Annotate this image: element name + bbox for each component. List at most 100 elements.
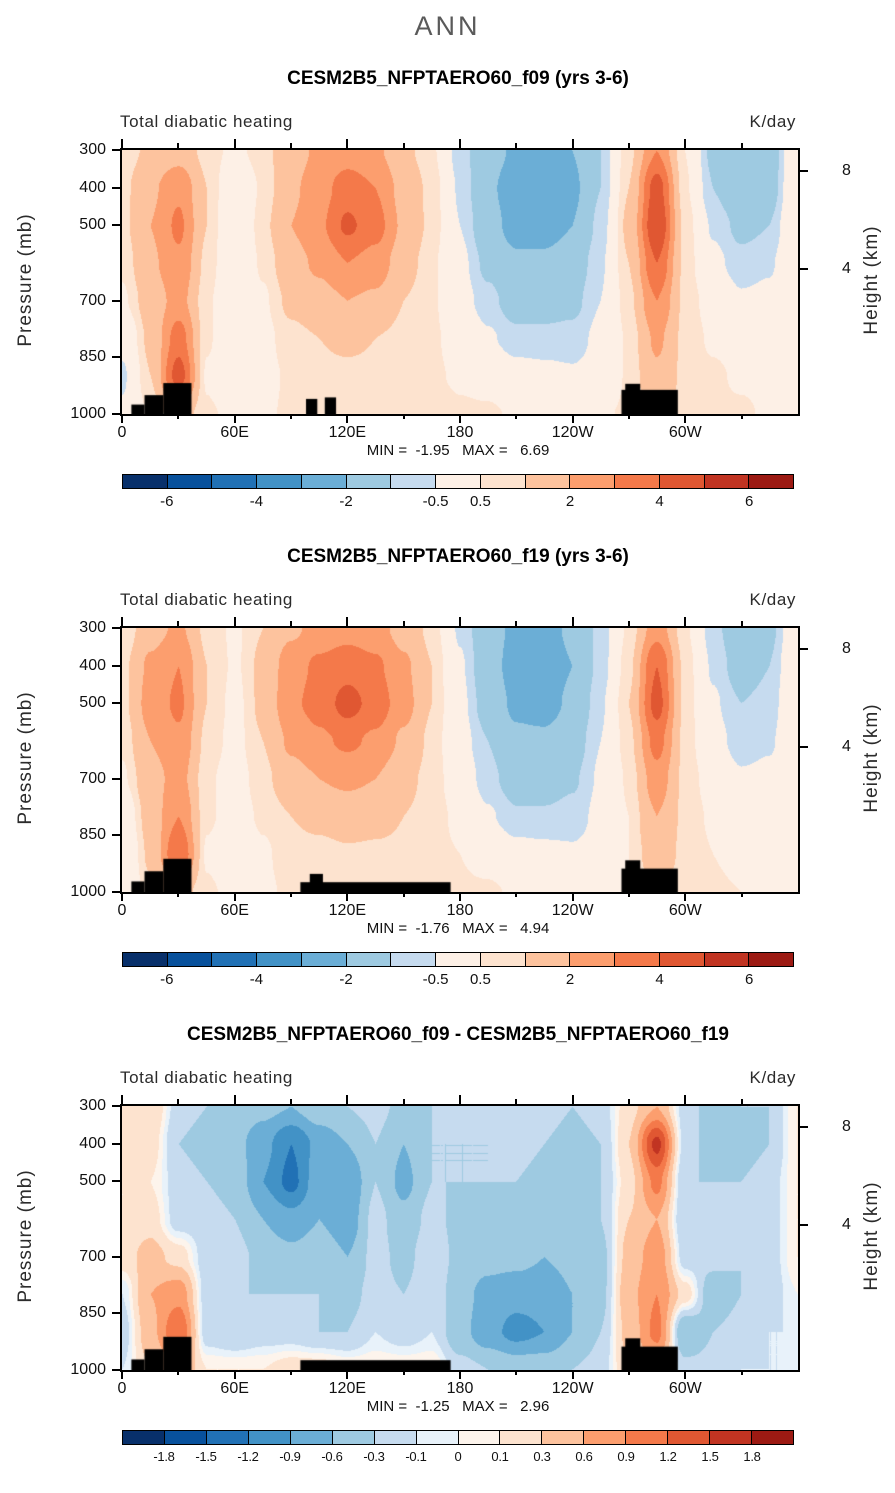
colorbar-tick-label: -1.2 xyxy=(237,1449,259,1464)
x-major-tick xyxy=(684,414,687,423)
colorbar-box xyxy=(583,1430,627,1445)
pressure-tick xyxy=(112,1105,120,1107)
colorbar-box xyxy=(390,474,437,489)
colorbar-tick-label: 1.5 xyxy=(701,1449,719,1464)
units-label: K/day xyxy=(749,112,796,131)
subtitle-row: Total diabatic heating K/day xyxy=(120,590,796,610)
height-axis-title: Height (km) xyxy=(861,225,882,335)
x-minor-tick xyxy=(290,1370,292,1375)
colorbar-box xyxy=(499,1430,543,1445)
colorbar-tick-label: -0.5 xyxy=(422,493,449,510)
pressure-tick xyxy=(112,1369,120,1371)
pressure-tick-label: 500 xyxy=(79,216,106,234)
field-name-label: Total diabatic heating xyxy=(120,590,293,609)
pressure-tick-label: 1000 xyxy=(70,883,106,900)
pressure-tick xyxy=(112,149,120,151)
x-major-tick xyxy=(459,1370,461,1379)
x-major-tick-top xyxy=(459,139,461,148)
height-tick xyxy=(800,1224,808,1227)
pressure-tick-label: 400 xyxy=(79,1134,106,1152)
x-major-tick-top xyxy=(346,1095,349,1104)
colorbar-tick-label: 0.9 xyxy=(617,1449,635,1464)
colorbar-labels: -6 -4 -2 -0.5 0.5 2 4 6 xyxy=(122,489,794,510)
x-major-tick xyxy=(233,892,236,901)
x-minor-tick xyxy=(628,414,630,419)
panel-f19: CESM2B5_NFPTAERO60_f19 (yrs 3-6) Total d… xyxy=(0,538,895,1016)
x-tick-label: 180 xyxy=(446,1380,474,1397)
colorbar-tick-label: 0 xyxy=(454,1449,462,1464)
x-minor-tick xyxy=(628,892,630,897)
x-major-tick xyxy=(459,414,461,423)
x-major-tick xyxy=(571,1370,574,1379)
pressure-tick xyxy=(112,1312,120,1315)
colorbar-box xyxy=(211,952,258,967)
colorbar-box xyxy=(247,1430,291,1445)
panel-difference: CESM2B5_NFPTAERO60_f09 - CESM2B5_NFPTAER… xyxy=(0,1016,895,1493)
height-tick xyxy=(800,268,808,271)
contour-plot: 0 60E 120E 180 120W 60W 300 400 500 700 850 1000 8 4 xyxy=(70,1095,851,1397)
colorbar-tick-label: -0.5 xyxy=(422,971,449,988)
x-major-tick-top xyxy=(459,617,461,626)
colorbar-box xyxy=(166,474,213,489)
colorbar-tick-label: 4 xyxy=(655,493,664,510)
x-tick-label: 60E xyxy=(220,1380,249,1397)
height-axis-title: Height (km) xyxy=(861,1181,882,1291)
pressure-tick-label: 850 xyxy=(79,826,106,844)
x-major-tick xyxy=(233,414,236,423)
colorbar: -6 -4 -2 -0.5 0.5 2 4 6 xyxy=(122,474,795,510)
x-major-tick xyxy=(346,892,349,901)
colorbar-box xyxy=(541,1430,585,1445)
panel-title: CESM2B5_NFPTAERO60_f19 (yrs 3-6) xyxy=(287,546,629,567)
height-tick xyxy=(800,746,808,749)
colorbar-box xyxy=(122,1430,165,1445)
x-minor-tick xyxy=(290,414,292,419)
pressure-tick-label: 700 xyxy=(79,291,106,309)
x-major-tick-top xyxy=(571,139,574,148)
colorbar-box xyxy=(658,474,705,489)
colorbar-box xyxy=(122,474,168,489)
figure-title: ANN xyxy=(414,11,481,41)
colorbar-box xyxy=(435,952,481,967)
colorbar-box xyxy=(373,1430,417,1445)
colorbar-tick-label: 1.8 xyxy=(743,1449,761,1464)
colorbar-tick-label: 4 xyxy=(655,971,664,988)
x-tick-label: 60W xyxy=(668,902,702,919)
x-minor-tick xyxy=(402,414,405,419)
colorbar-box xyxy=(205,1430,249,1445)
x-minor-tick xyxy=(177,1370,180,1375)
x-tick-label: 60W xyxy=(668,1380,702,1397)
colorbar-tick-label: -0.3 xyxy=(363,1449,385,1464)
colorbar-box xyxy=(667,1430,711,1445)
x-major-tick xyxy=(121,892,123,901)
colorbar-tick-label: 6 xyxy=(745,493,754,510)
colorbar-tick-label: -6 xyxy=(160,493,174,510)
pressure-tick xyxy=(112,224,120,227)
x-major-tick-top xyxy=(684,1095,687,1104)
x-minor-tick-top xyxy=(402,621,405,626)
subtitle-row: Total diabatic heating K/day xyxy=(120,112,796,132)
colorbar: -6 -4 -2 -0.5 0.5 2 4 6 xyxy=(122,952,795,988)
x-minor-tick xyxy=(740,414,743,419)
height-tick-label: 8 xyxy=(842,1118,851,1136)
colorbar-box xyxy=(163,1430,207,1445)
pressure-tick-label: 300 xyxy=(79,1097,106,1114)
colorbar-tick-label: -2 xyxy=(339,971,353,988)
x-major-tick-top xyxy=(346,617,349,626)
x-minor-tick-top xyxy=(628,1099,630,1104)
pressure-tick-label: 300 xyxy=(79,141,106,158)
pressure-tick xyxy=(112,1142,120,1145)
colorbar-labels: -1.8 -1.5 -1.2 -0.9 -0.6 -0.3 -0.1 0 0.1 0.3 0.6 0.… xyxy=(122,1445,794,1465)
colorbar-box xyxy=(524,474,571,489)
x-major-tick xyxy=(459,892,461,901)
x-minor-tick xyxy=(402,1370,405,1375)
x-minor-tick-top xyxy=(740,1099,743,1104)
x-tick-label: 0 xyxy=(117,902,127,919)
pressure-tick xyxy=(112,413,120,415)
x-major-tick-top xyxy=(121,617,123,626)
pressure-tick xyxy=(112,777,120,780)
colorbar-box xyxy=(122,952,168,967)
x-major-tick-top xyxy=(121,139,123,148)
colorbar-box xyxy=(658,952,705,967)
colorbar-tick-label: 0.3 xyxy=(533,1449,551,1464)
colorbar-box xyxy=(345,952,392,967)
